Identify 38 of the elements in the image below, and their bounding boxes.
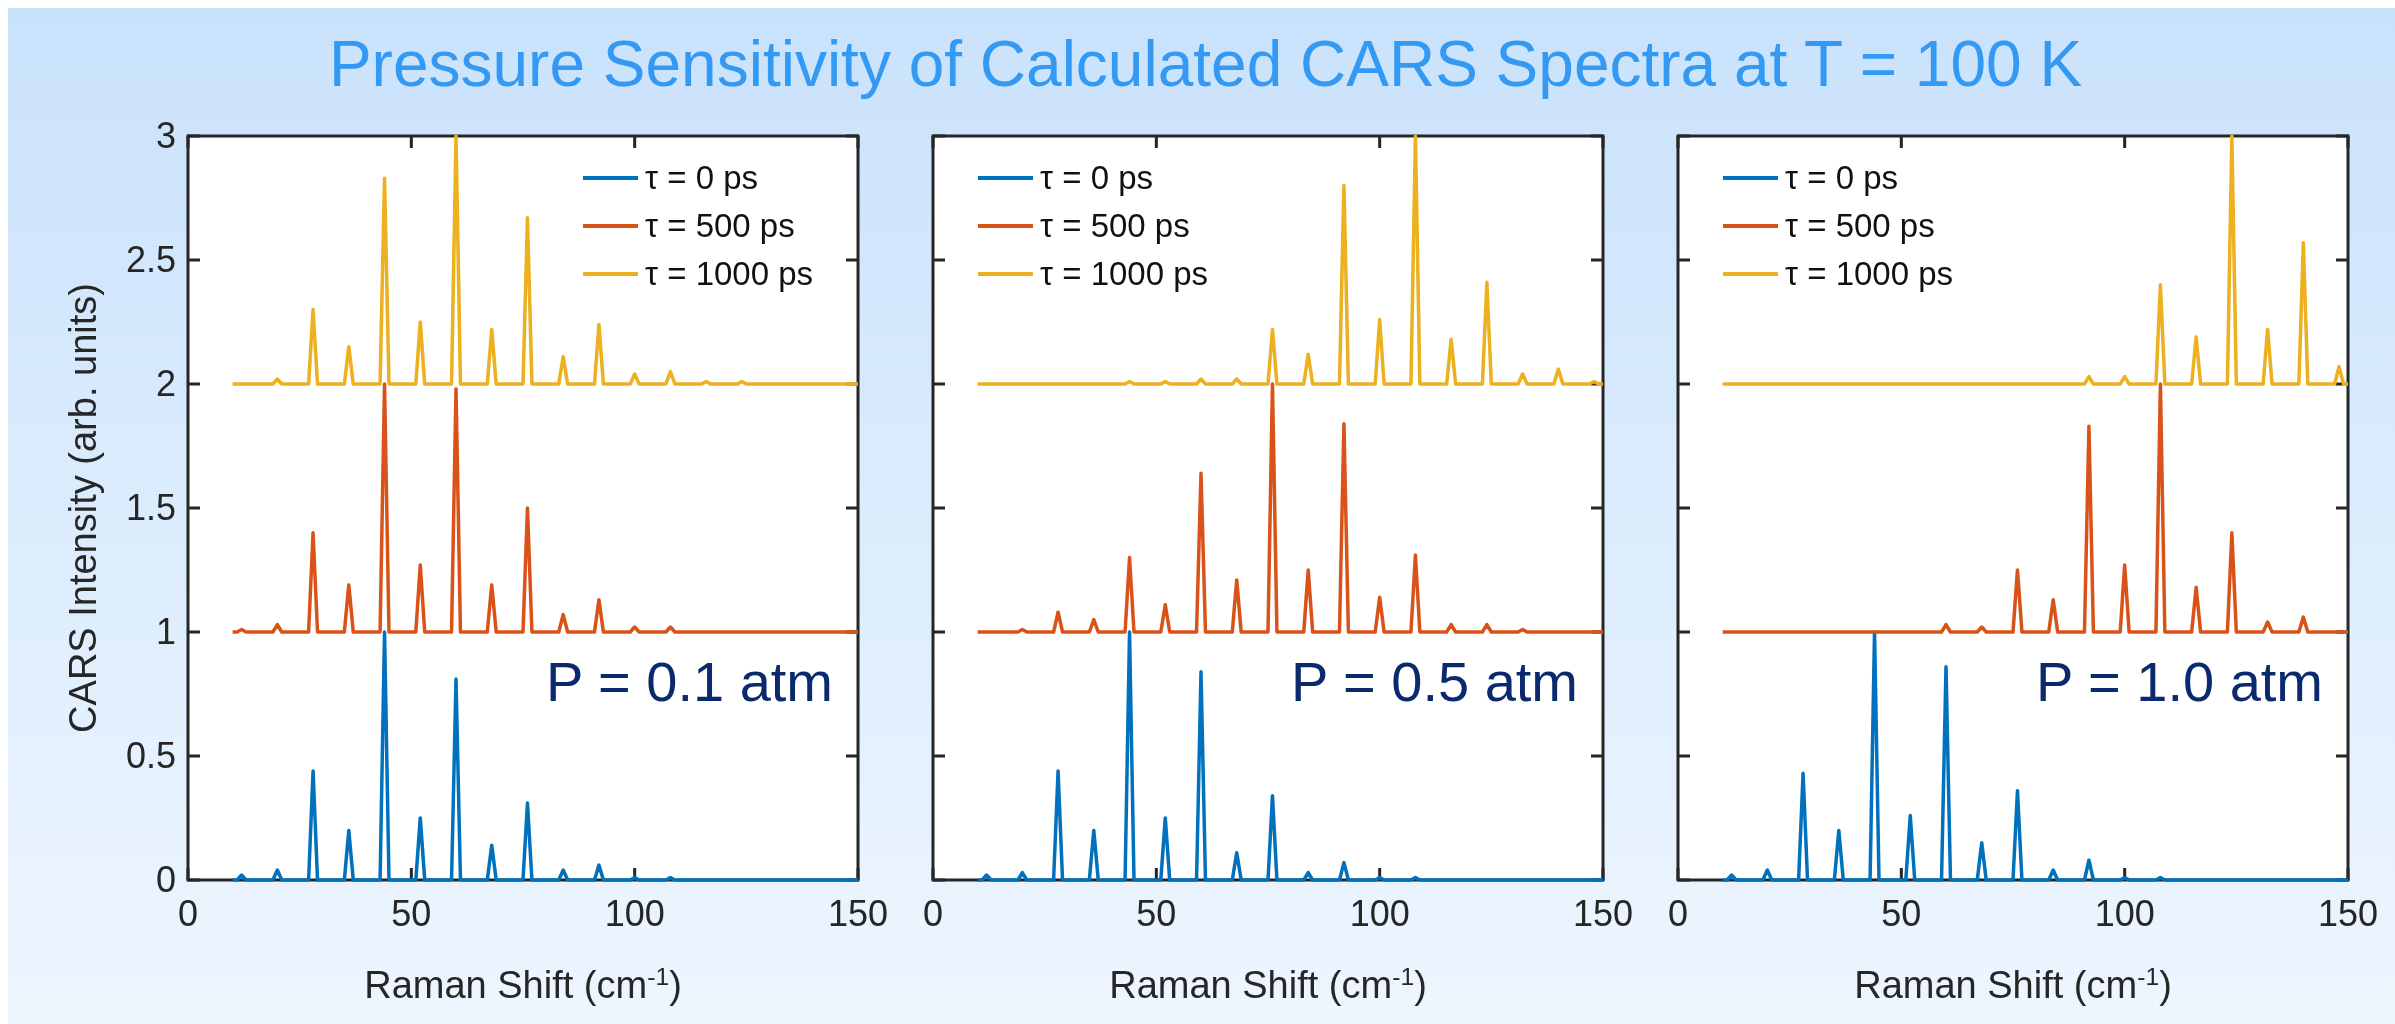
x-tick-label: 0 bbox=[1667, 893, 1689, 934]
x-axis-title: Raman Shift (cm$^{-1}$) bbox=[1109, 962, 1427, 1006]
x-tick-label: 50 bbox=[1136, 893, 1177, 934]
annotation: P = 1.0 atm bbox=[2036, 650, 2323, 714]
x-tick-label: 50 bbox=[1881, 893, 1922, 934]
legend-label: τ = 1000 ps bbox=[645, 255, 814, 292]
legend-label: τ = 0 ps bbox=[645, 159, 759, 196]
x-axis-title: Raman Shift (cm$^{-1}$) bbox=[364, 962, 682, 1006]
annotation: P = 0.1 atm bbox=[546, 650, 833, 714]
x-axis-title: Raman Shift (cm$^{-1}$) bbox=[1854, 962, 2172, 1006]
y-tick-label: 3 bbox=[155, 115, 176, 156]
x-tick-label: 150 bbox=[827, 893, 889, 934]
x-tick-label: 0 bbox=[922, 893, 944, 934]
legend-label: τ = 1000 ps bbox=[1785, 255, 1954, 292]
line-series bbox=[230, 630, 860, 882]
x-tick-label: 100 bbox=[604, 893, 665, 934]
line-series bbox=[230, 382, 860, 634]
legend-label: τ = 500 ps bbox=[1785, 207, 1935, 244]
line-series bbox=[230, 134, 860, 386]
y-axis-title: CARS Intensity (arb. units) bbox=[62, 283, 104, 733]
x-tick-label: 50 bbox=[391, 893, 432, 934]
legend-label: τ = 500 ps bbox=[1040, 207, 1190, 244]
legend-label: τ = 0 ps bbox=[1785, 159, 1899, 196]
y-tick-label: 1.5 bbox=[125, 487, 176, 528]
y-tick-label: 2 bbox=[155, 363, 176, 404]
annotation: P = 0.5 atm bbox=[1291, 650, 1578, 714]
y-tick-label: 0.5 bbox=[125, 735, 176, 776]
y-tick-label: 2.5 bbox=[125, 239, 176, 280]
x-tick-label: 100 bbox=[1349, 893, 1410, 934]
legend-label: τ = 0 ps bbox=[1040, 159, 1154, 196]
legend-label: τ = 500 ps bbox=[645, 207, 795, 244]
y-tick-label: 1 bbox=[155, 611, 176, 652]
text: Pressure Sensitivity of Calculated CARS Spectra at T = 100 K bbox=[328, 28, 2083, 100]
y-tick-label: 0 bbox=[155, 859, 176, 900]
legend-label: τ = 1000 ps bbox=[1040, 255, 1209, 292]
x-tick-label: 150 bbox=[2317, 893, 2379, 934]
x-tick-label: 100 bbox=[2094, 893, 2155, 934]
x-tick-label: 150 bbox=[1572, 893, 1634, 934]
